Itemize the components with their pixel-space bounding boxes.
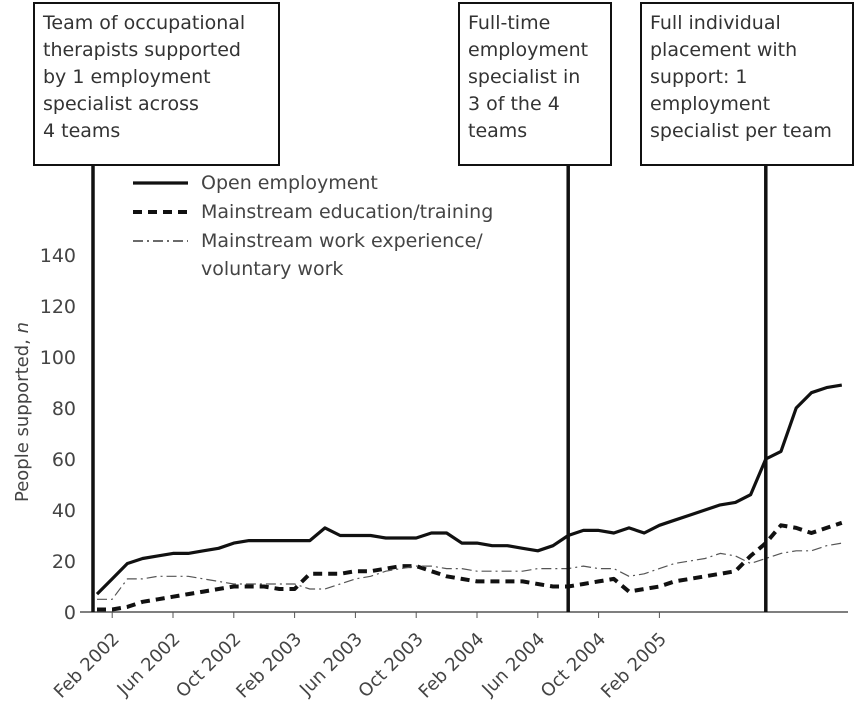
annotation-box: Team of occupational therapists supporte… (33, 2, 280, 166)
legend-label: Mainstream work experience/voluntary wor… (201, 230, 483, 280)
y-tick-label: 140 (40, 245, 76, 267)
x-tick-label: Feb 2004 (415, 629, 489, 703)
legend: Open employment Mainstream education/trai… (133, 172, 493, 280)
y-axis-label-text: People supported, (12, 339, 33, 502)
x-tick-label: Feb 2003 (232, 629, 306, 703)
annotation-box: Full-time employment specialist in 3 of … (458, 2, 612, 166)
annotation-text: Team of occupational therapists supporte… (43, 12, 246, 142)
annotation-text: Full-time employment specialist in 3 of … (468, 12, 589, 142)
x-tick-label: Feb 2005 (597, 629, 671, 703)
y-axis-label-italic: n (12, 322, 33, 333)
x-tick-label: Feb 2002 (50, 629, 124, 703)
y-tick-label: 60 (52, 449, 76, 471)
y-tick-label: 120 (40, 296, 76, 318)
y-tick-label: 0 (64, 602, 76, 624)
annotation-box: Full individual placement with support: … (640, 2, 854, 166)
legend-label: Open employment (201, 172, 378, 194)
series-line-dashdot (97, 542, 842, 600)
svg-text:People supported, n: People supported, n (12, 322, 33, 502)
y-tick-label: 20 (52, 551, 76, 573)
series-line-solid (95, 383, 843, 596)
series-line-dashed (97, 520, 843, 612)
y-axis-label: People supported, n (12, 322, 33, 502)
annotation-text: Full individual placement with support: … (650, 12, 832, 142)
y-tick-label: 80 (52, 398, 76, 420)
y-tick-label: 40 (52, 500, 76, 522)
legend-label: Mainstream education/training (201, 201, 493, 223)
y-tick-label: 100 (40, 347, 76, 369)
